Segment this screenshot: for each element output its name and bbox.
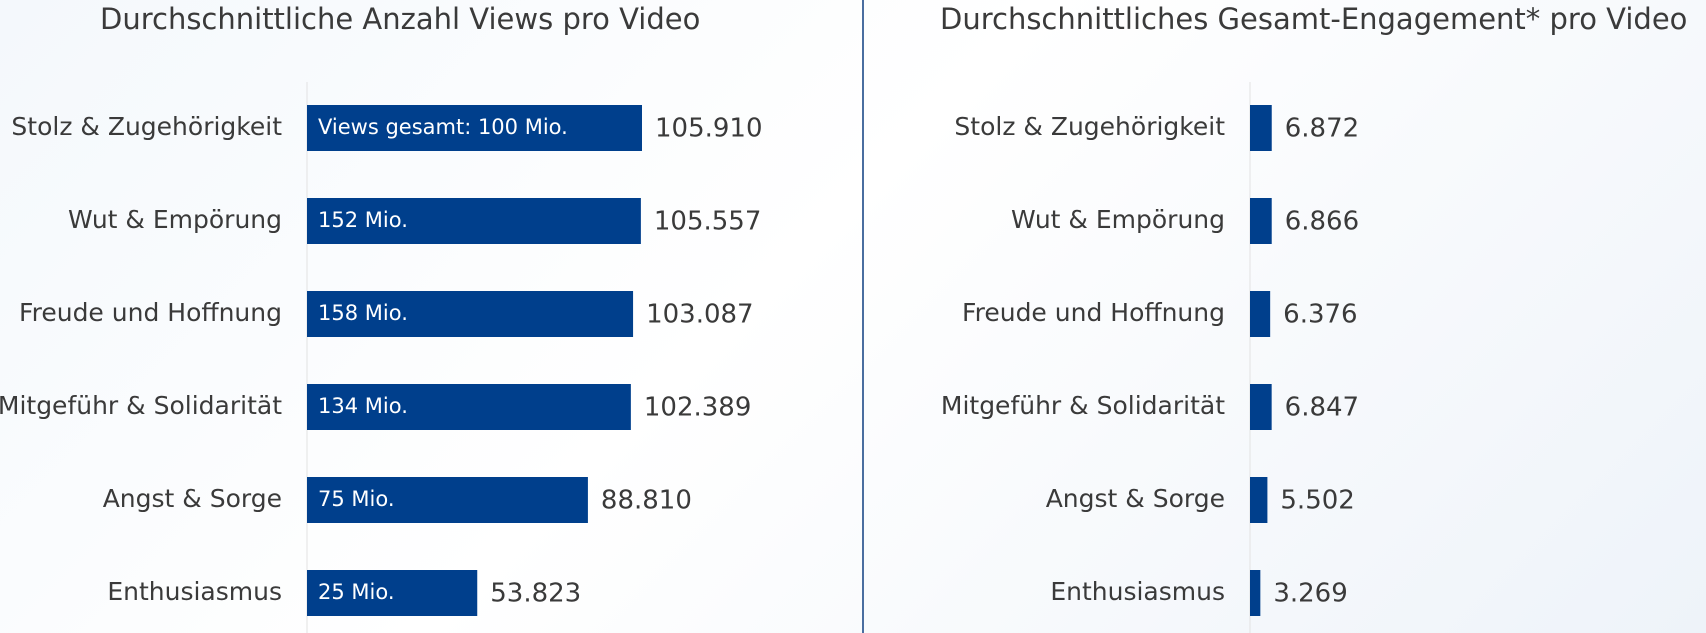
views-bar-inner-label: 75 Mio. bbox=[318, 487, 395, 511]
views-chart-title: Durchschnittliche Anzahl Views pro Video bbox=[100, 2, 701, 36]
views-bar bbox=[307, 384, 631, 430]
views-value-label: 88.810 bbox=[601, 486, 692, 516]
engagement-value-label: 6.376 bbox=[1283, 300, 1357, 330]
engagement-bar bbox=[1250, 477, 1268, 523]
views-bar-inner-label: 158 Mio. bbox=[318, 301, 408, 325]
engagement-value-label: 5.502 bbox=[1280, 486, 1354, 516]
views-category-label: Angst & Sorge bbox=[103, 484, 282, 513]
engagement-value-label: 6.872 bbox=[1285, 114, 1359, 144]
views-category-label: Mitgeführ & Solidarität bbox=[0, 391, 282, 420]
views-category-label: Stolz & Zugehörigkeit bbox=[11, 112, 282, 141]
views-bar bbox=[307, 291, 634, 337]
panel-divider bbox=[862, 0, 864, 633]
engagement-category-label: Wut & Empörung bbox=[1011, 205, 1225, 234]
views-chart-panel: Durchschnittliche Anzahl Views pro Video… bbox=[0, 2, 763, 633]
engagement-category-label: Freude und Hoffnung bbox=[962, 298, 1225, 327]
engagement-bar-chart: Stolz & Zugehörigkeit 6.872 Wut & Empörung… bbox=[941, 82, 1359, 633]
views-value-label: 53.823 bbox=[490, 579, 581, 609]
views-value-label: 105.557 bbox=[654, 207, 762, 237]
views-bar bbox=[307, 477, 588, 523]
views-category-label: Wut & Empörung bbox=[68, 205, 282, 234]
engagement-value-label: 6.866 bbox=[1285, 207, 1359, 237]
views-bar-inner-label: 152 Mio. bbox=[318, 208, 408, 232]
views-value-label: 103.087 bbox=[646, 300, 754, 330]
engagement-value-label: 6.847 bbox=[1285, 393, 1359, 423]
engagement-bar bbox=[1250, 105, 1272, 151]
views-bar-chart: Stolz & Zugehörigkeit Views gesamt: 100 M… bbox=[0, 82, 763, 633]
engagement-bar bbox=[1250, 198, 1272, 244]
views-category-label: Freude und Hoffnung bbox=[19, 298, 282, 327]
views-bar-inner-label: 25 Mio. bbox=[318, 580, 395, 604]
views-bar-inner-label: Views gesamt: 100 Mio. bbox=[318, 115, 568, 139]
engagement-chart-panel: Durchschnittliches Gesamt-Engagement* pr… bbox=[865, 0, 1706, 633]
engagement-category-label: Stolz & Zugehörigkeit bbox=[954, 112, 1225, 141]
views-category-label: Enthusiasmus bbox=[107, 577, 282, 606]
views-bar-inner-label: 134 Mio. bbox=[318, 394, 408, 418]
engagement-bar bbox=[1250, 291, 1271, 337]
views-value-label: 105.910 bbox=[655, 114, 763, 144]
views-value-label: 102.389 bbox=[644, 393, 752, 423]
engagement-bar bbox=[1250, 570, 1261, 616]
engagement-category-label: Angst & Sorge bbox=[1046, 484, 1225, 513]
engagement-category-label: Enthusiasmus bbox=[1050, 577, 1225, 606]
engagement-bar bbox=[1250, 384, 1272, 430]
views-bar bbox=[307, 105, 642, 151]
engagement-value-label: 3.269 bbox=[1273, 579, 1347, 609]
views-bar bbox=[307, 570, 478, 616]
engagement-category-label: Mitgeführ & Solidarität bbox=[941, 391, 1225, 420]
engagement-chart-title: Durchschnittliches Gesamt-Engagement* pr… bbox=[940, 2, 1688, 36]
views-bar bbox=[307, 198, 641, 244]
